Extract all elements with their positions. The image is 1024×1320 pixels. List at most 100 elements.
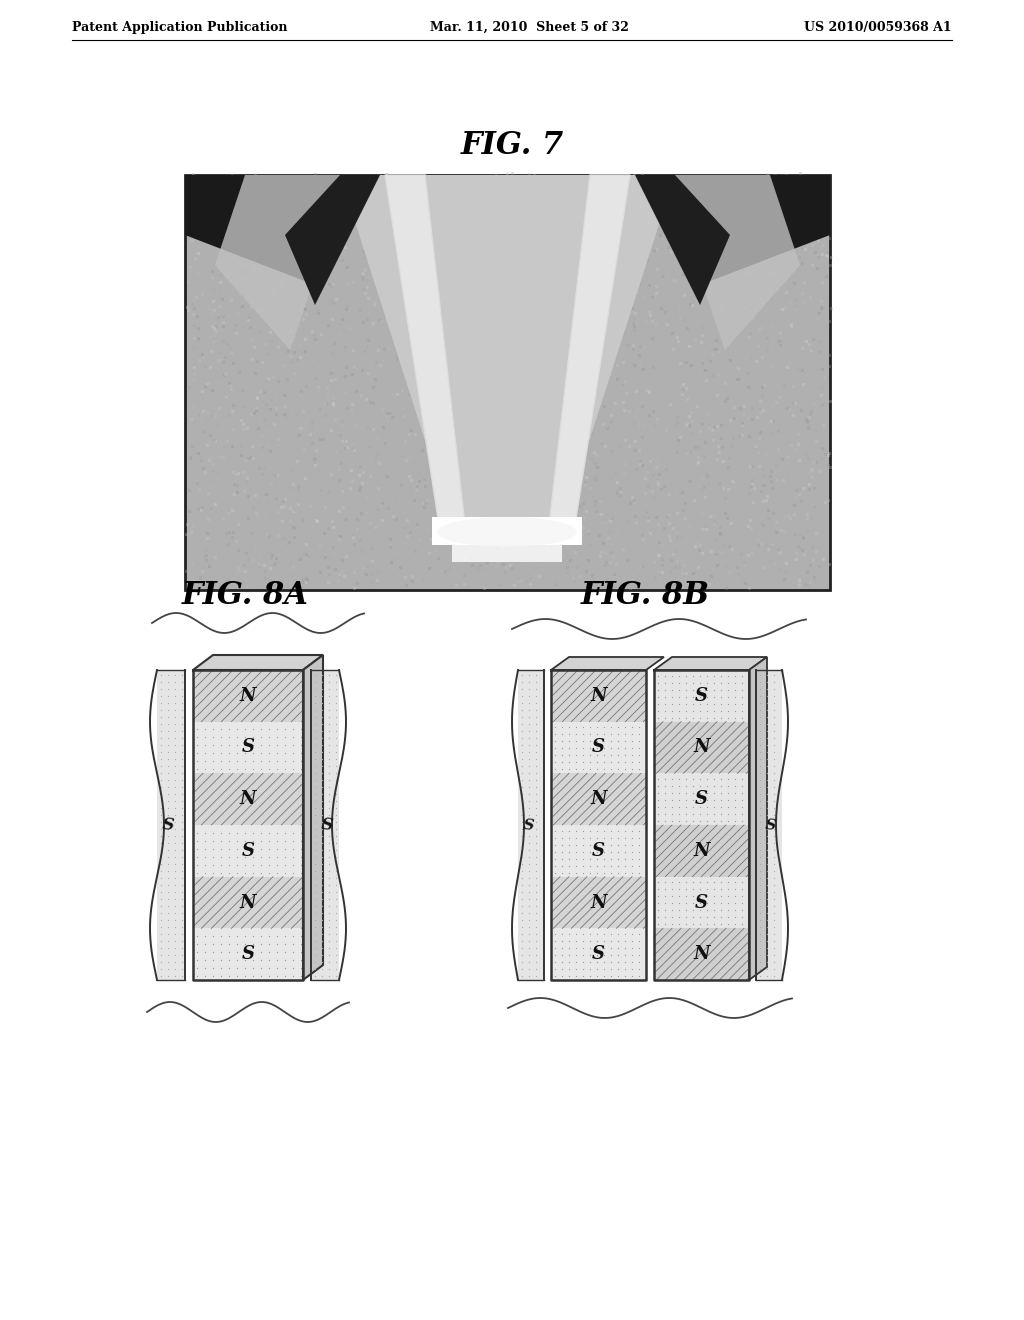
Bar xyxy=(260,309,263,312)
Bar xyxy=(527,417,530,420)
Bar xyxy=(577,504,580,507)
Bar xyxy=(285,549,288,552)
Bar xyxy=(461,335,464,338)
Bar xyxy=(812,558,815,561)
Bar xyxy=(351,352,354,355)
Bar xyxy=(526,243,529,246)
Bar xyxy=(198,189,201,193)
Bar xyxy=(712,276,715,279)
Bar xyxy=(275,185,279,187)
Bar xyxy=(340,424,343,428)
Bar xyxy=(433,533,436,536)
Bar xyxy=(791,445,794,447)
Bar xyxy=(335,199,338,202)
Bar xyxy=(630,304,633,306)
Bar xyxy=(352,536,355,539)
Bar xyxy=(542,560,545,562)
Bar xyxy=(225,199,228,203)
Bar xyxy=(337,510,340,513)
Bar xyxy=(653,197,656,199)
Bar xyxy=(579,470,582,473)
Bar xyxy=(733,285,736,288)
Bar xyxy=(609,531,612,533)
Bar xyxy=(218,375,221,378)
Bar xyxy=(715,553,718,556)
Bar xyxy=(676,176,679,180)
Bar xyxy=(249,455,252,459)
Bar xyxy=(536,449,539,451)
Bar xyxy=(376,579,379,582)
Bar xyxy=(284,405,287,408)
Bar xyxy=(295,413,298,416)
Bar xyxy=(691,235,694,238)
Bar xyxy=(738,201,741,203)
Bar xyxy=(783,249,785,253)
Bar xyxy=(218,407,221,411)
Bar xyxy=(799,173,802,176)
Bar xyxy=(634,177,637,180)
Bar xyxy=(299,356,302,359)
Bar xyxy=(712,276,715,279)
Bar xyxy=(247,495,250,499)
Bar xyxy=(579,445,582,449)
Bar xyxy=(263,210,266,213)
Bar xyxy=(726,566,729,569)
Bar xyxy=(550,544,553,548)
Bar xyxy=(769,232,772,235)
Bar xyxy=(535,574,538,577)
Bar xyxy=(433,441,436,444)
Bar xyxy=(265,403,268,407)
Bar xyxy=(475,264,478,268)
Bar xyxy=(446,182,450,185)
Text: Patent Application Publication: Patent Application Publication xyxy=(72,21,288,33)
Bar xyxy=(387,507,390,510)
Bar xyxy=(508,282,511,285)
Bar xyxy=(752,500,755,503)
Bar xyxy=(452,446,454,449)
Bar xyxy=(495,561,498,565)
Bar xyxy=(745,194,749,197)
Bar xyxy=(232,189,236,191)
Bar xyxy=(457,236,460,240)
Bar xyxy=(691,304,694,306)
Bar xyxy=(520,215,523,218)
Bar xyxy=(551,774,646,825)
Bar xyxy=(317,385,321,388)
Bar xyxy=(762,475,765,478)
Bar xyxy=(425,190,428,194)
Bar xyxy=(390,315,393,318)
Bar xyxy=(201,389,204,393)
Bar xyxy=(525,581,528,583)
Bar xyxy=(543,471,546,474)
Bar xyxy=(781,308,784,312)
Bar xyxy=(487,300,490,304)
Bar xyxy=(187,510,190,512)
Bar xyxy=(359,512,362,515)
Bar xyxy=(534,174,537,177)
Bar xyxy=(603,405,606,408)
Bar xyxy=(408,244,411,247)
Bar xyxy=(591,574,594,577)
Bar xyxy=(719,372,722,375)
Bar xyxy=(482,356,485,359)
Bar xyxy=(476,566,479,569)
Bar xyxy=(188,457,191,461)
Bar xyxy=(820,209,822,211)
Bar xyxy=(431,504,434,507)
Bar xyxy=(767,510,770,512)
Bar xyxy=(193,346,196,348)
Bar xyxy=(198,508,201,511)
Bar xyxy=(607,507,610,511)
Bar xyxy=(749,272,751,275)
Bar xyxy=(269,399,272,403)
Bar xyxy=(390,561,393,564)
Bar xyxy=(689,300,692,302)
Bar xyxy=(389,539,392,541)
Bar xyxy=(442,391,445,393)
Bar xyxy=(538,319,541,322)
Bar xyxy=(200,577,203,579)
Bar xyxy=(654,876,749,928)
Bar xyxy=(339,205,342,209)
Bar xyxy=(361,277,365,281)
Bar xyxy=(465,523,468,525)
